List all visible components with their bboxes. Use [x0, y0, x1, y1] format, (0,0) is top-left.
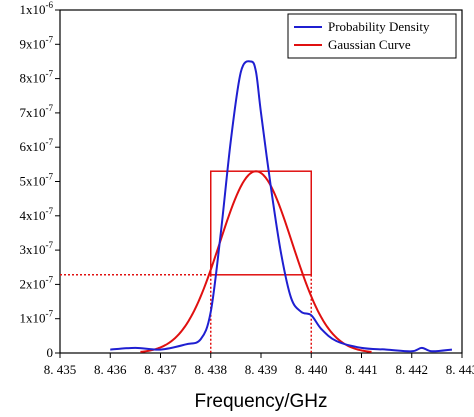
y-tick-label: 3x10-7 [20, 240, 54, 257]
legend-box [287, 13, 457, 59]
x-axis: 8. 435 8. 436 8. 437 8. 438 8. 439 8. 440 8. 4… [44, 353, 474, 377]
series-gaussian-curve [140, 170, 372, 353]
y-tick-label: 4x10-7 [20, 206, 54, 223]
legend: Probability Density Gaussian Curve [287, 13, 457, 59]
series-probability-density [110, 60, 453, 353]
x-tick-label: 8. 436 [94, 362, 127, 377]
fwhm-rectangle [210, 170, 312, 276]
y-tick-label: 0 [47, 345, 54, 360]
x-tick-label: 8. 441 [345, 362, 378, 377]
x-tick-label: 8. 438 [195, 362, 228, 377]
y-tick-label: 7x10-7 [20, 103, 54, 120]
y-tick-label: 2x10-7 [20, 274, 54, 291]
plot-area [59, 9, 463, 354]
legend-label-gaussian-curve: Gaussian Curve [328, 37, 411, 52]
x-axis-title: Frequency/GHz [194, 391, 327, 412]
y-tick-label: 8x10-7 [20, 69, 54, 86]
x-tick-label: 8. 439 [245, 362, 278, 377]
x-tick-label: 8. 442 [396, 362, 429, 377]
y-tick-label: 5x10-7 [20, 172, 54, 189]
y-axis: 0 1x10-7 2x10-7 3x10-7 4x10-7 5x10-7 6x10-7 7x1… [20, 0, 60, 360]
series-layer [110, 60, 453, 353]
y-tick-label: 6x10-7 [20, 137, 54, 154]
annotations [60, 170, 312, 353]
y-tick-label: 9x10-7 [20, 34, 54, 51]
legend-label-probability-density: Probability Density [328, 19, 430, 34]
x-tick-label: 8. 437 [144, 362, 177, 377]
y-tick-label: 1x10-6 [20, 0, 54, 17]
x-tick-label: 8. 443 [446, 362, 474, 377]
y-tick-label: 1x10-7 [20, 309, 54, 326]
plot-frame [59, 9, 463, 354]
x-tick-label: 8. 440 [295, 362, 328, 377]
x-tick-label: 8. 435 [44, 362, 77, 377]
